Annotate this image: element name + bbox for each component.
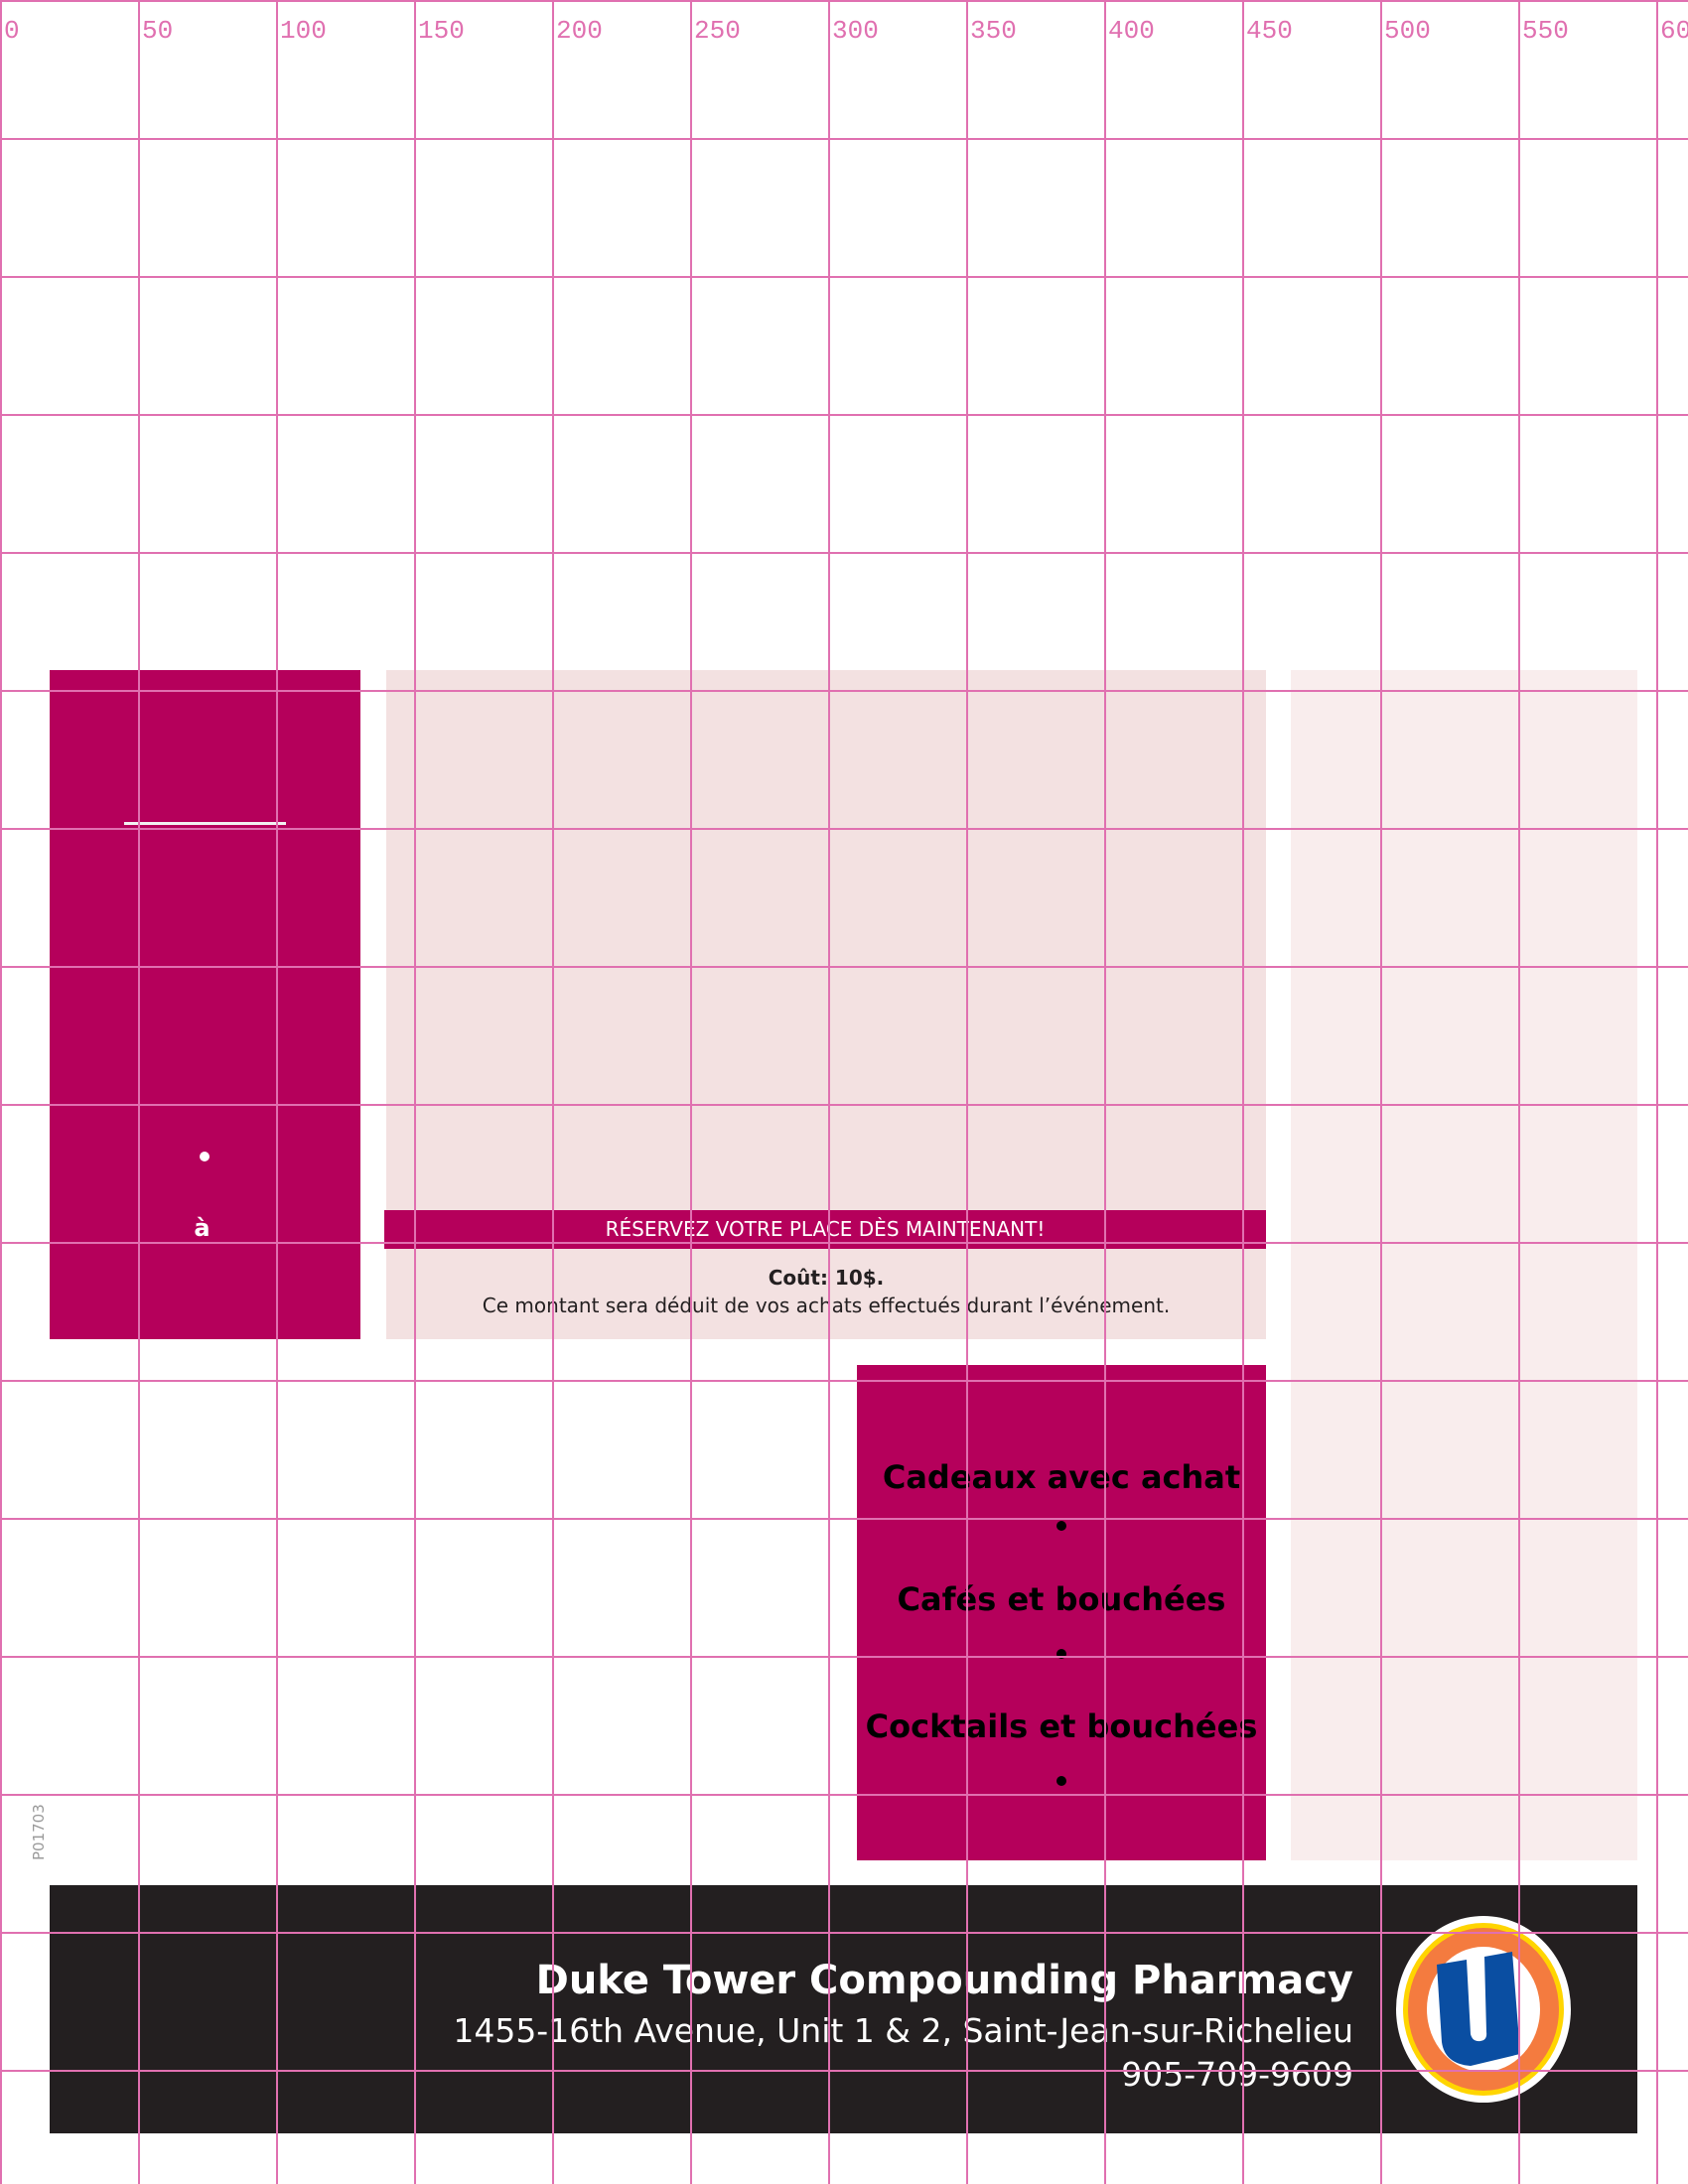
ruler-label: 450 bbox=[1246, 16, 1293, 46]
ruler-label: 100 bbox=[280, 16, 327, 46]
reservation-panel: RÉSERVEZ VOTRE PLACE DÈS MAINTENANT! Coû… bbox=[384, 670, 1266, 1339]
features-box: Cadeaux avec achat Cafés et bouchées Coc… bbox=[857, 1365, 1266, 1860]
bullet-dot bbox=[1056, 1649, 1066, 1659]
ruler-label: 250 bbox=[694, 16, 741, 46]
bullet-dot bbox=[200, 1152, 210, 1161]
cost-note: Ce montant sera déduit de vos achats eff… bbox=[482, 1294, 1171, 1317]
reserve-banner: RÉSERVEZ VOTRE PLACE DÈS MAINTENANT! bbox=[384, 1210, 1266, 1249]
feature-item: Cafés et bouchées bbox=[897, 1580, 1226, 1618]
store-name: Duke Tower Compounding Pharmacy bbox=[535, 1958, 1353, 2003]
left-panel: à bbox=[50, 670, 360, 1339]
cost-text: Coût: 10$. bbox=[768, 1266, 885, 1290]
divider-line bbox=[124, 822, 286, 825]
ruler-label: 600 bbox=[1660, 16, 1688, 46]
store-address: 1455-16th Avenue, Unit 1 & 2, Saint-Jean… bbox=[453, 2011, 1353, 2050]
feature-item: Cocktails et bouchées bbox=[865, 1707, 1258, 1745]
uniprix-logo-icon bbox=[1396, 1916, 1571, 2103]
ruler-label: 150 bbox=[418, 16, 465, 46]
ruler-label: 400 bbox=[1108, 16, 1155, 46]
document-code: P01703 bbox=[30, 1804, 48, 1860]
ruler-label: 550 bbox=[1522, 16, 1569, 46]
ruler-label: 300 bbox=[832, 16, 879, 46]
bullet-dot bbox=[1056, 1521, 1066, 1531]
bullet-dot bbox=[1056, 1776, 1066, 1786]
store-phone: 905-709-9609 bbox=[1121, 2055, 1353, 2094]
ruler-label: 350 bbox=[970, 16, 1017, 46]
ruler-label: 50 bbox=[142, 16, 173, 46]
ruler-label: 500 bbox=[1384, 16, 1431, 46]
footer-bar: Duke Tower Compounding Pharmacy 1455-16t… bbox=[50, 1885, 1637, 2133]
ruler-label: 0 bbox=[4, 16, 20, 46]
side-panel bbox=[1291, 670, 1637, 1860]
ruler-label: 200 bbox=[556, 16, 603, 46]
feature-item: Cadeaux avec achat bbox=[882, 1458, 1241, 1496]
accent-letter: à bbox=[194, 1214, 211, 1242]
